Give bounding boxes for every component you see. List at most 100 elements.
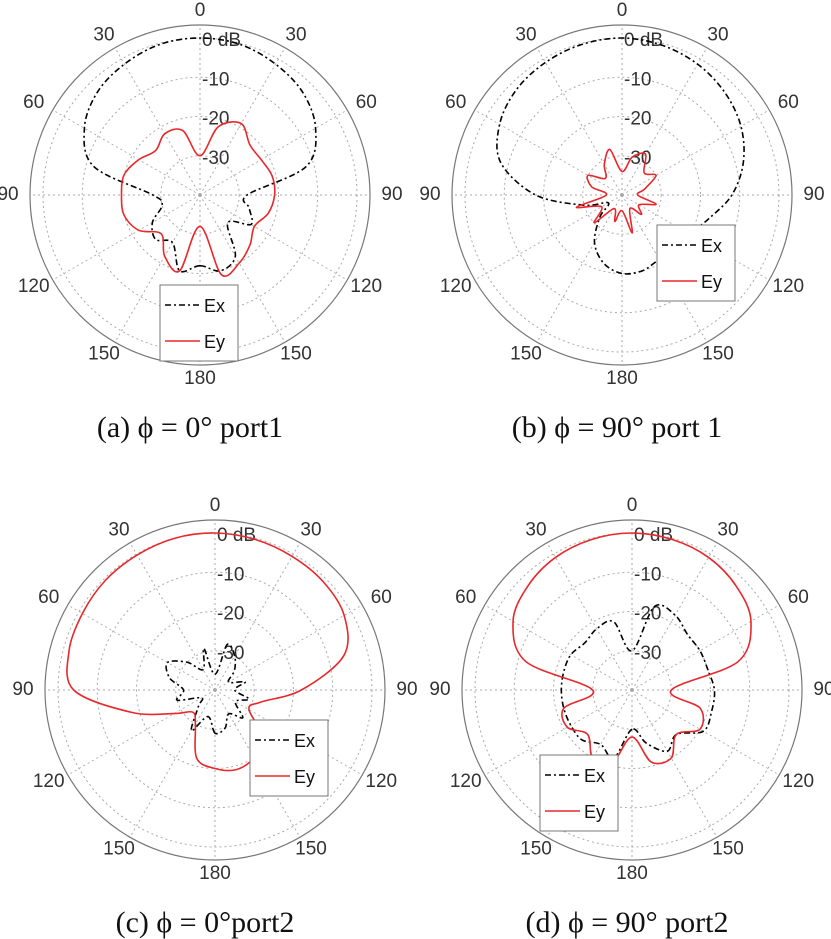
theta-tick-label: 120 [782, 771, 814, 792]
theta-tick-label: 0 [195, 0, 206, 21]
theta-tick-label: 180 [606, 368, 638, 389]
grid-spoke [631, 689, 780, 776]
grid-circle [582, 155, 662, 235]
grid-spoke [67, 689, 216, 776]
theta-tick-label: 90 [396, 679, 417, 700]
legend-label: Ex [294, 731, 315, 751]
legend-label: Ey [584, 802, 605, 822]
grid-spoke [621, 109, 770, 196]
r-tick-label: 0 dB [624, 30, 663, 51]
theta-tick-label: 120 [772, 276, 804, 297]
grid-circle [503, 76, 741, 314]
grid-circle [136, 611, 294, 769]
theta-tick-label: 180 [184, 368, 216, 389]
theta-tick-label: 60 [38, 587, 59, 608]
r-tick-label: -10 [202, 69, 229, 90]
theta-tick-label: 120 [350, 276, 382, 297]
theta-tick-label: 30 [93, 25, 114, 46]
legend-label: Ey [701, 272, 722, 292]
theta-tick-label: 60 [445, 92, 466, 113]
theta-tick-label: 120 [33, 771, 65, 792]
grid-spoke [52, 194, 201, 281]
grid-spoke [214, 542, 301, 691]
legend-box [159, 284, 239, 362]
theta-tick-label: 0 [617, 0, 628, 21]
theta-tick-label: 120 [440, 276, 472, 297]
theta-tick-label: 30 [717, 520, 738, 541]
theta-tick-label: 60 [356, 92, 377, 113]
r-tick-label: -30 [202, 148, 229, 169]
caption: (c) ϕ = 0°port2 [116, 906, 295, 939]
theta-tick-label: 150 [712, 838, 744, 859]
legend-label: Ey [294, 767, 315, 787]
r-tick-label: -20 [624, 109, 651, 130]
grid-circle [96, 571, 334, 809]
theta-tick-label: 150 [280, 343, 312, 364]
legend-label: Ex [701, 236, 722, 256]
theta-tick-label: 90 [381, 184, 402, 205]
theta-tick-label: 0 [627, 495, 638, 516]
grid-spoke [621, 47, 708, 196]
grid-spoke [129, 542, 216, 691]
grid-circle [513, 571, 751, 809]
grid-spoke [214, 604, 363, 691]
theta-tick-label: 60 [788, 587, 809, 608]
pattern-line [83, 37, 317, 273]
theta-tick-label: 90 [429, 679, 450, 700]
grid-spoke [474, 194, 623, 281]
grid-circle [543, 116, 701, 274]
theta-tick-label: 30 [108, 520, 129, 541]
grid-spoke [474, 109, 623, 196]
grid-spoke [52, 109, 201, 196]
r-tick-label: -20 [634, 604, 661, 625]
theta-tick-label: 30 [285, 25, 306, 46]
legend-label: Ex [204, 296, 225, 316]
grid-spoke [199, 194, 286, 343]
theta-tick-label: 90 [0, 184, 19, 205]
theta-tick-label: 150 [295, 838, 327, 859]
theta-tick-label: 30 [707, 25, 728, 46]
pattern-line [560, 603, 716, 760]
theta-tick-label: 90 [419, 184, 440, 205]
legend-label: Ey [204, 332, 225, 352]
theta-tick-label: 180 [616, 863, 648, 884]
theta-tick-label: 90 [803, 184, 824, 205]
legend-box [249, 719, 329, 797]
theta-tick-label: 30 [300, 520, 321, 541]
grid-spoke [199, 109, 348, 196]
r-tick-label: -20 [202, 109, 229, 130]
grid-spoke [484, 689, 633, 776]
grid-spoke [546, 542, 633, 691]
theta-tick-label: 150 [103, 838, 135, 859]
grid-spoke [536, 194, 623, 343]
grid-spoke [199, 194, 348, 281]
grid-spoke [114, 47, 201, 196]
theta-tick-label: 60 [23, 92, 44, 113]
theta-tick-label: 60 [455, 587, 476, 608]
pattern-line [120, 121, 276, 277]
grid-circle [553, 611, 711, 769]
pattern-line [66, 532, 349, 772]
theta-tick-label: 90 [813, 679, 831, 700]
pattern-line [512, 532, 752, 765]
grid-spoke [484, 604, 633, 691]
theta-tick-label: 30 [515, 25, 536, 46]
grid-spoke [631, 604, 780, 691]
theta-tick-label: 150 [702, 343, 734, 364]
caption: (a) ϕ = 0° port1 [97, 411, 283, 444]
r-tick-label: -10 [634, 564, 661, 585]
legend-label: Ex [584, 766, 605, 786]
theta-tick-label: 120 [18, 276, 50, 297]
theta-tick-label: 30 [525, 520, 546, 541]
r-tick-label: -10 [217, 564, 244, 585]
theta-tick-label: 150 [88, 343, 120, 364]
r-tick-label: -10 [624, 69, 651, 90]
theta-tick-label: 60 [371, 587, 392, 608]
grid-spoke [129, 689, 216, 838]
grid-spoke [114, 194, 201, 343]
caption: (d) ϕ = 90° port2 [525, 906, 728, 939]
grid-spoke [631, 689, 718, 838]
r-tick-label: -20 [217, 604, 244, 625]
legend-box [539, 754, 619, 832]
